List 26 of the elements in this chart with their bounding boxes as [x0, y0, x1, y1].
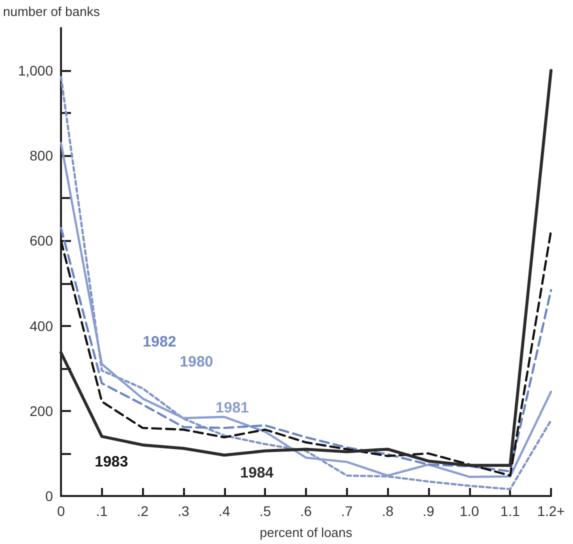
text: 1980 — [180, 353, 214, 370]
series-label: 1981 — [216, 399, 249, 416]
x-tick-label: .6 — [300, 503, 312, 519]
x-tick-label: 1.2+ — [537, 503, 565, 519]
y-tick-label: 0 — [45, 488, 54, 504]
text: 1982 — [142, 333, 176, 350]
y-tick-label: 1,000 — [18, 62, 54, 79]
x-tick-label: .5 — [259, 503, 272, 519]
y-tick-label: 600 — [30, 232, 54, 249]
x-tick-label: .7 — [340, 503, 353, 519]
x-tick-label: 0 — [57, 503, 66, 519]
series-label: 1984 — [240, 464, 274, 482]
x-tick-label: .1 — [96, 503, 108, 519]
y-tick-label: 800 — [30, 148, 54, 164]
x-tick-label: 1.1 — [500, 503, 520, 519]
y-axis-title: number of banks — [3, 4, 100, 19]
x-tick-label: .3 — [178, 503, 190, 519]
x-axis-title: percent of loans — [260, 525, 353, 540]
series-label: 1983 — [94, 453, 128, 470]
x-tick-label: 1.0 — [460, 503, 480, 519]
x-tick-label: .8 — [382, 503, 394, 519]
x-tick-label: .2 — [136, 503, 149, 519]
x-tick-label: .9 — [422, 503, 435, 519]
y-tick-label: 200 — [30, 402, 54, 419]
x-tick-label: .4 — [218, 503, 230, 519]
y-tick-label: 400 — [30, 318, 54, 334]
